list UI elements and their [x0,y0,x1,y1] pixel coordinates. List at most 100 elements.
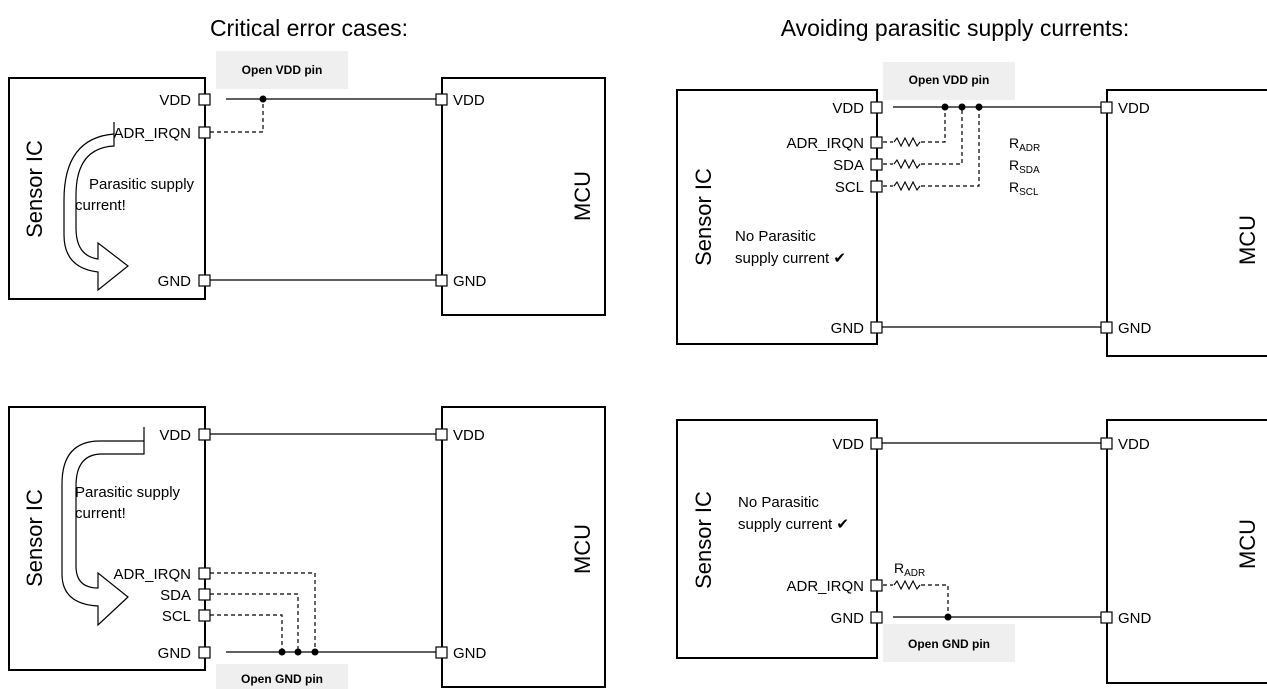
parasitic-note-line1: Parasitic supply [75,484,181,501]
mcu-vdd-pin [1100,101,1113,114]
pin-label-vdd: VDD [832,100,864,117]
mcu-label: MCU [1235,519,1260,569]
mcu-vdd-pin [1100,437,1113,450]
no-parasitic-note-line1: No Parasitic [738,494,819,511]
junction-dot [958,103,966,111]
adr-parasitic-path [210,572,316,652]
resistor-sda [893,159,921,169]
pin-label-adr-irqn: ADR_IRQN [113,125,191,142]
resistor-adr [893,137,921,147]
mcu-pin-label-gnd: GND [1118,320,1152,337]
mcu-pin-label-vdd: VDD [453,427,485,444]
mcu-pin-label-gnd: GND [453,273,487,290]
pin-label-adr-irqn: ADR_IRQN [113,566,191,583]
no-parasitic-note-line2: supply current ✔ [738,516,849,533]
sensor-gnd-pin [198,646,211,659]
mcu-pin-label-vdd: VDD [453,92,485,109]
adr-parasitic-path [210,99,264,133]
junction-dot [294,648,302,656]
sensor-scl-pin [198,609,211,622]
sensor-ic-label: Sensor IC [691,168,716,266]
mcu-vdd-pin [435,93,448,106]
sensor-vdd-pin [198,428,211,441]
open-vdd-tag-bg [216,51,348,89]
panel-open-vdd-protected: Sensor IC MCU Open VDD pin VDD ADR_IRQN … [676,62,1267,357]
sensor-gnd-pin [870,321,883,334]
sensor-vdd-pin [870,437,883,450]
sensor-vdd-pin [198,93,211,106]
pin-label-vdd: VDD [159,427,191,444]
sda-resistor-path [921,107,963,165]
adr-resistor-path [921,584,949,617]
resistor-label-adr: RADR [1009,135,1040,154]
pin-label-vdd: VDD [159,92,191,109]
mcu-label: MCU [570,524,595,574]
sensor-ic-label: Sensor IC [691,491,716,589]
mcu-gnd-pin [435,274,448,287]
mcu-box [441,77,606,316]
pin-label-gnd: GND [158,273,192,290]
resistor-adr [893,580,921,590]
pin-label-adr-irqn: ADR_IRQN [786,135,864,152]
sensor-adr-pin [870,136,883,149]
open-vdd-tag-bg [883,62,1015,100]
mcu-box [441,406,606,688]
pin-label-sda: SDA [833,157,864,174]
panel-open-vdd-error: Sensor IC MCU Open VDD pin VDD ADR_IRQN … [8,51,606,316]
sda-parasitic-path [210,593,299,652]
resistor-label-scl: RSCL [1009,179,1039,198]
junction-dot [278,648,286,656]
sensor-gnd-pin [870,611,883,624]
parasitic-note-line2: current! [75,197,126,214]
pin-label-sda: SDA [160,587,191,604]
sensor-gnd-pin [198,274,211,287]
scl-parasitic-path [210,614,283,652]
sensor-sda-pin [198,588,211,601]
mcu-box [1106,419,1267,684]
sensor-scl-pin [870,180,883,193]
junction-dot [311,648,319,656]
mcu-vdd-pin [435,428,448,441]
sensor-ic-label: Sensor IC [22,140,47,238]
mcu-gnd-pin [435,646,448,659]
mcu-label: MCU [570,171,595,221]
mcu-gnd-pin [1100,321,1113,334]
parasitic-note-line2: current! [75,505,126,522]
parasitic-note-line1: Parasitic supply [89,176,195,193]
pin-label-adr-irqn: ADR_IRQN [786,578,864,595]
heading-avoiding-parasitic-currents: Avoiding parasitic supply currents: [781,15,1130,41]
sensor-adr-pin [198,126,211,139]
no-parasitic-note-line1: No Parasitic [735,228,816,245]
resistor-scl [893,181,921,191]
mcu-gnd-pin [1100,611,1113,624]
parasitic-current-arrow [61,427,145,627]
pin-label-gnd: GND [831,320,865,337]
panel-open-gnd-error: Sensor IC MCU Open GND pin VDD ADR_IRQN … [8,406,606,689]
sensor-ic-box [676,89,878,345]
sensor-vdd-pin [870,101,883,114]
sensor-adr-pin [198,567,211,580]
mcu-label: MCU [1235,215,1260,265]
sensor-ic-label: Sensor IC [22,489,47,587]
no-parasitic-note-line2: supply current ✔ [735,250,846,267]
panel-open-gnd-protected: Sensor IC MCU Open GND pin RADR VDD ADR_… [676,419,1267,684]
open-vdd-tag: Open VDD pin [909,73,990,87]
mcu-pin-label-vdd: VDD [1118,436,1150,453]
pin-label-scl: SCL [162,608,191,625]
heading-critical-error-cases: Critical error cases: [210,15,408,41]
sensor-ic-box [676,419,878,659]
open-gnd-tag: Open GND pin [908,637,990,651]
pin-label-gnd: GND [158,645,192,662]
mcu-box [1106,89,1267,357]
resistor-label-adr: RADR [894,560,925,579]
parasitic-current-arrow [63,122,129,292]
mcu-pin-label-gnd: GND [453,645,487,662]
open-gnd-tag: Open GND pin [241,672,323,686]
adr-resistor-path [921,107,946,143]
sensor-adr-pin [870,579,883,592]
pin-label-scl: SCL [835,179,864,196]
mcu-pin-label-vdd: VDD [1118,100,1150,117]
pin-label-vdd: VDD [832,436,864,453]
open-gnd-tag-bg [216,664,348,689]
